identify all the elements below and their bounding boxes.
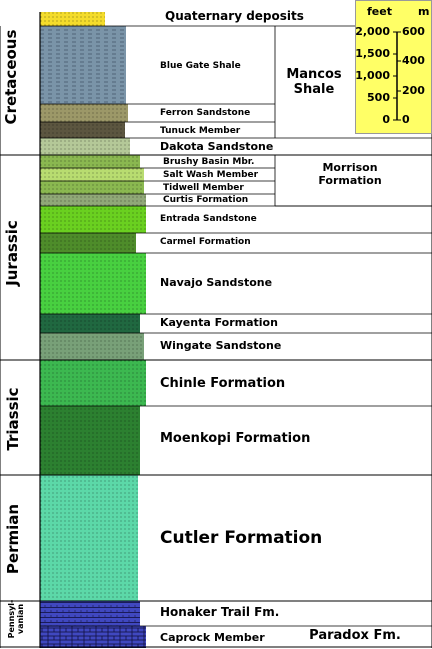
layer-texture-blue-gate [40, 26, 126, 104]
unit-label-moenkopi: Moenkopi Formation [160, 431, 311, 446]
layer-texture-salt-wash [40, 168, 144, 181]
unit-label-tidwell: Tidwell Member [163, 183, 244, 193]
unit-label-honaker: Honaker Trail Fm. [160, 605, 280, 619]
scale-feet-tick: 2,000 [355, 25, 390, 38]
period-jurassic-label: Jurassic [3, 220, 21, 286]
layer-texture-cutler [40, 475, 138, 601]
layer-texture-ferron [40, 104, 128, 122]
layer-texture-brushy-basin [40, 155, 140, 168]
scale-feet-tick: 1,000 [355, 69, 390, 82]
layer-texture-carmel [40, 233, 136, 253]
layer-texture-navajo [40, 253, 146, 314]
unit-label-entrada: Entrada Sandstone [160, 214, 257, 224]
unit-label-kayenta: Kayenta Formation [160, 316, 278, 329]
layer-texture-moenkopi [40, 406, 140, 475]
scale-feet-label: feet [367, 5, 392, 18]
unit-label-carmel: Carmel Formation [160, 237, 251, 247]
unit-label-curtis: Curtis Formation [163, 195, 249, 205]
layer-texture-quaternary [40, 12, 105, 26]
unit-label-wingate: Wingate Sandstone [160, 339, 282, 352]
layer-texture-caprock [40, 626, 146, 648]
layer-texture-tidwell [40, 181, 144, 194]
unit-label-navajo: Navajo Sandstone [160, 276, 273, 289]
group-label-morrison: Morrison Formation [318, 161, 382, 187]
unit-label-caprock: Caprock Member [160, 631, 265, 644]
scale-feet-tick: 1,500 [355, 47, 390, 60]
period-cretaceous-label: Cretaceous [2, 29, 20, 125]
layer-texture-dakota [40, 138, 130, 155]
unit-label-ferron: Ferron Sandstone [160, 108, 251, 118]
scale-m-label: m [418, 5, 430, 18]
scale-axis [393, 31, 401, 121]
unit-label-brushy-basin: Brushy Basin Mbr. [163, 157, 255, 167]
scale-feet-tick: 0 [382, 113, 390, 126]
period-pennsylvanian-label: Pennsyl- vanian [7, 599, 25, 639]
layer-texture-wingate [40, 333, 144, 360]
layer-texture-entrada [40, 206, 146, 233]
unit-label-cutler: Cutler Formation [160, 528, 323, 548]
layer-texture-curtis [40, 194, 146, 206]
group-label-paradox: Paradox Fm. [309, 628, 401, 643]
unit-label-chinle: Chinle Formation [160, 376, 286, 391]
divider-lines [0, 12, 432, 648]
layer-texture-chinle [40, 360, 146, 406]
unit-label-tunuck: Tunuck Member [160, 126, 241, 136]
layer-texture-kayenta [40, 314, 140, 333]
layer-texture-honaker [40, 601, 140, 626]
scale-m-tick: 200 [402, 84, 425, 97]
period-triassic-label: Triassic [4, 387, 22, 451]
scale-m-tick: 600 [402, 25, 425, 38]
group-label-mancos: Mancos Shale [286, 67, 342, 97]
unit-label-blue-gate: Blue Gate Shale [160, 61, 241, 71]
period-permian-label: Permian [4, 503, 22, 575]
scale-m-tick: 400 [402, 54, 425, 67]
scale-m-tick: 0 [402, 113, 410, 126]
unit-label-salt-wash: Salt Wash Member [163, 170, 259, 180]
rock-layers [40, 12, 146, 648]
layer-texture-tunuck [40, 122, 125, 138]
unit-label-dakota: Dakota Sandstone [160, 140, 274, 153]
scale-feet-tick: 500 [367, 91, 390, 104]
unit-label-quaternary: Quaternary deposits [165, 9, 304, 23]
scale-bar: feet m 2,000 1,500 1,000 500 0 600 400 2… [355, 0, 432, 134]
